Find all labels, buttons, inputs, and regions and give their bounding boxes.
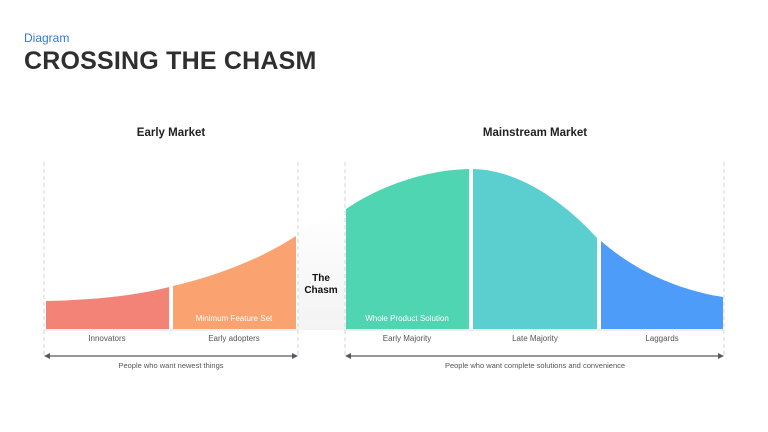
segment-label-innovators: Innovators xyxy=(88,334,125,343)
page-subtitle: Diagram xyxy=(24,31,70,45)
chasm-shade xyxy=(298,208,345,330)
chasm-label-line2: Chasm xyxy=(304,285,337,296)
segment-early-adopters-shape xyxy=(173,236,296,329)
mainstream-market-heading: Mainstream Market xyxy=(483,127,587,139)
segment-late-majority-shape xyxy=(473,169,597,329)
early-majority-inner-label: Whole Product Solution xyxy=(365,314,449,323)
segment-label-early-majority: Early Majority xyxy=(383,334,431,343)
page-title: CROSSING THE CHASM xyxy=(24,47,317,75)
early-market-heading: Early Market xyxy=(137,127,206,139)
segment-label-laggards: Laggards xyxy=(645,334,678,343)
early-adopters-inner-label: Minimum Feature Set xyxy=(196,314,273,323)
segment-innovators-shape xyxy=(46,287,169,329)
segment-laggards-shape xyxy=(601,241,723,329)
early-people-label: People who want newest things xyxy=(118,361,223,370)
segment-early-majority-shape xyxy=(346,169,469,329)
segment-label-early-adopters: Early adopters xyxy=(208,334,260,343)
early-range-arrow xyxy=(44,353,298,359)
mainstream-range-arrow xyxy=(345,353,724,359)
chasm-label-line1: The xyxy=(312,273,330,284)
segment-label-late-majority: Late Majority xyxy=(512,334,558,343)
mainstream-people-label: People who want complete solutions and c… xyxy=(445,361,625,370)
